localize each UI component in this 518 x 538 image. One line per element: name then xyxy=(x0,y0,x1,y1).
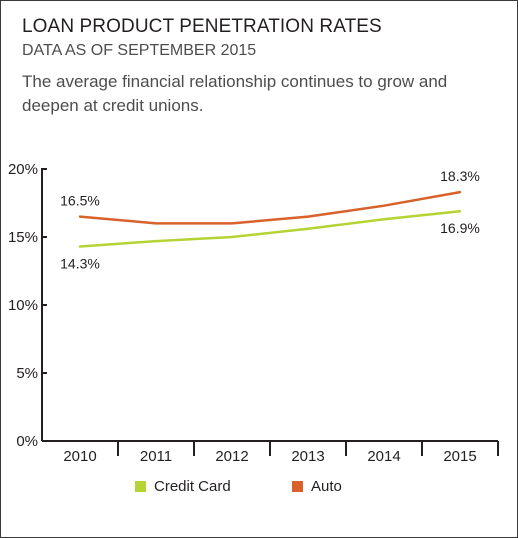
x-tick-label: 2013 xyxy=(291,448,324,465)
legend-swatch-credit-card xyxy=(135,481,146,492)
x-tick-label: 2014 xyxy=(367,448,400,465)
series-lines xyxy=(78,190,462,248)
legend-label-auto: Auto xyxy=(311,478,342,495)
series-line-credit-card xyxy=(78,209,462,248)
series-line-auto xyxy=(78,190,462,225)
y-tick-label: 0% xyxy=(16,433,38,450)
y-tick-label: 5% xyxy=(16,365,38,382)
y-tick-label: 15% xyxy=(8,229,38,246)
y-tick-label: 10% xyxy=(8,297,38,314)
x-tick-label: 2012 xyxy=(215,448,248,465)
legend: Credit Card Auto xyxy=(0,478,518,498)
legend-swatch-auto xyxy=(292,481,303,492)
x-tick-label: 2011 xyxy=(140,448,172,465)
data-label-auto: 16.5% xyxy=(60,193,100,209)
legend-item-credit-card: Credit Card xyxy=(135,478,231,495)
x-tick-label: 2015 xyxy=(443,448,476,465)
chart-subtitle: DATA AS OF SEPTEMBER 2015 xyxy=(22,42,257,59)
chart-title: LOAN PRODUCT PENETRATION RATES xyxy=(22,16,382,37)
legend-label-credit-card: Credit Card xyxy=(154,478,231,495)
chart-description: The average financial relationship conti… xyxy=(22,72,448,115)
axes: 0% 5% 10% 15% 20% 2010 2011 2012 2013 2014 2015 xyxy=(8,161,499,465)
data-labels: 14.3% 16.9% 16.5% 18.3% xyxy=(60,168,480,271)
legend-item-auto: Auto xyxy=(292,478,342,495)
data-label-auto: 18.3% xyxy=(440,168,480,184)
data-label-credit-card: 14.3% xyxy=(60,256,100,272)
y-tick-label: 20% xyxy=(8,161,38,178)
x-tick-label: 2010 xyxy=(63,448,96,465)
data-label-credit-card: 16.9% xyxy=(440,220,480,236)
